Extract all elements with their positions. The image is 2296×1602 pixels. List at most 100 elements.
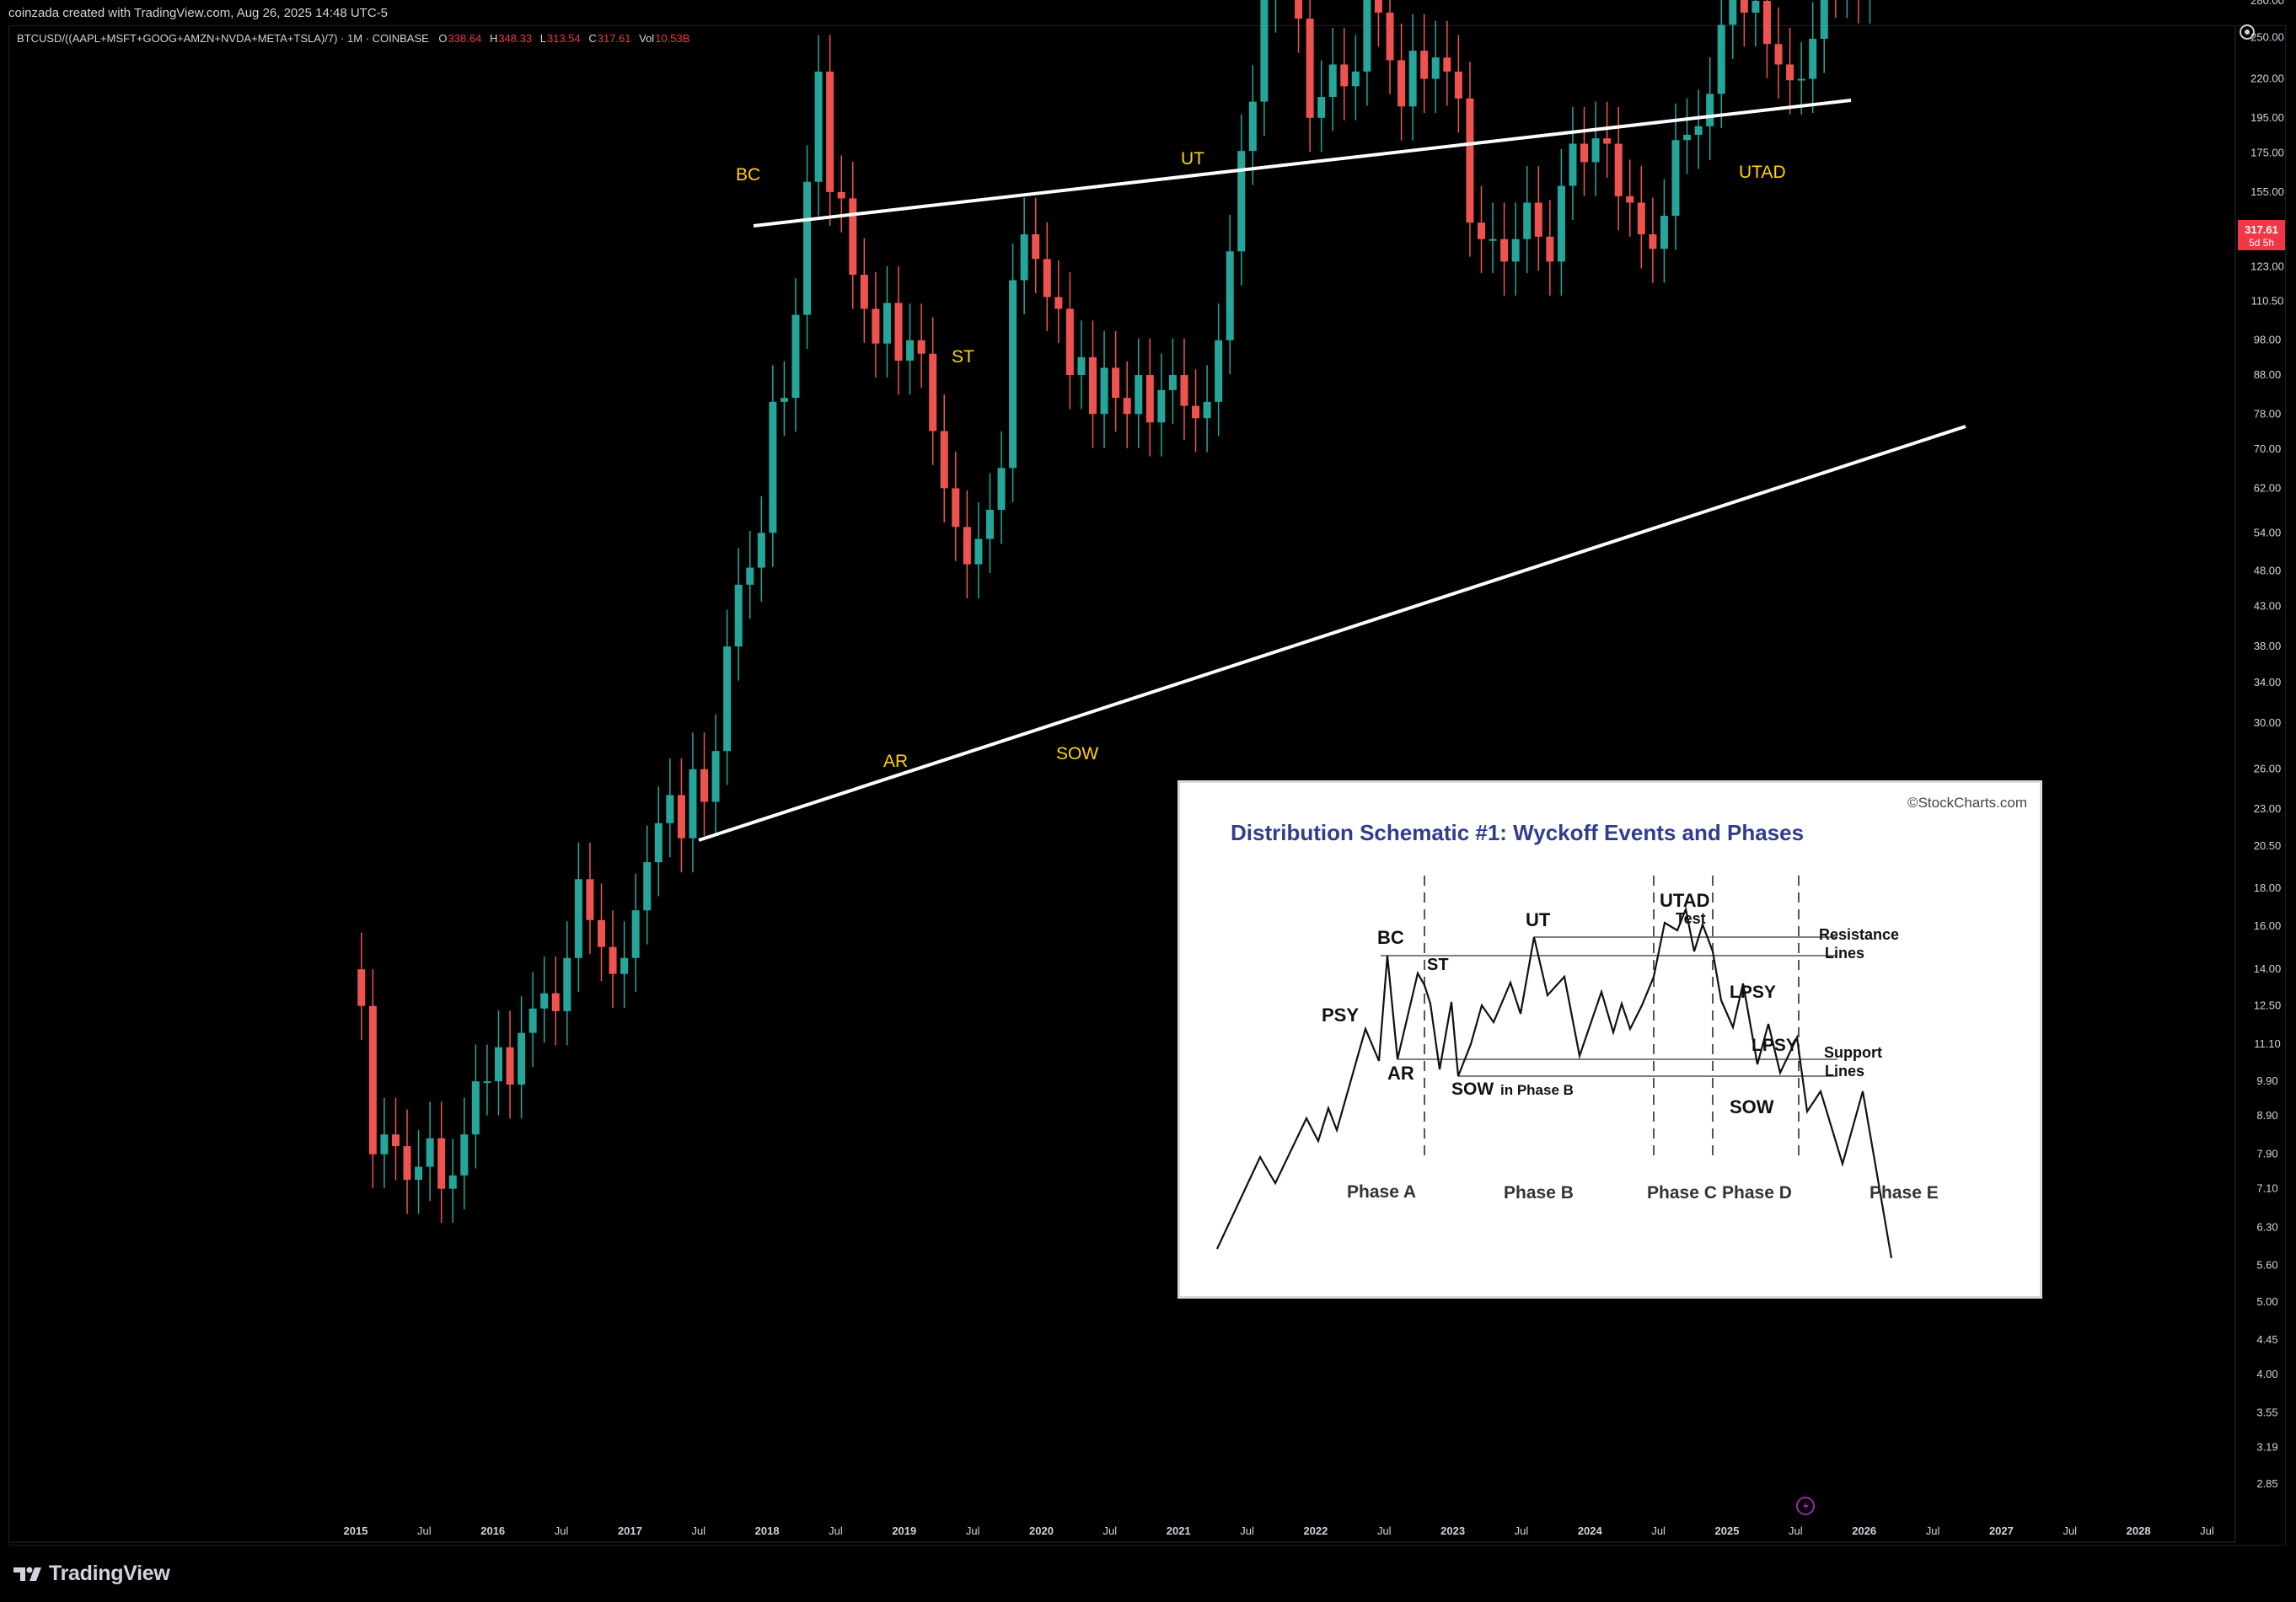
y-tick-label: 14.00 (2254, 962, 2282, 975)
low-value: 313.54 (546, 32, 581, 45)
candle-body (1454, 71, 1462, 99)
candle-body (860, 275, 868, 309)
symbol-name[interactable]: BTCUSD/((AAPL+MSFT+GOOG+AMZN+NVDA+META+T… (17, 32, 429, 45)
candle-body (1077, 356, 1086, 376)
x-tick-label: Jul (2200, 1524, 2214, 1537)
candle-body (620, 957, 629, 974)
y-tick-label: 98.00 (2254, 334, 2282, 346)
event-marker-icon[interactable] (1796, 1497, 1815, 1515)
phase-e-label: Phase E (1870, 1183, 1939, 1203)
x-tick-label: Jul (1240, 1524, 1254, 1537)
x-tick-label: Jul (1651, 1524, 1666, 1537)
y-tick-label: 11.10 (2254, 1037, 2281, 1050)
x-tick-label: 2015 (344, 1524, 368, 1537)
schematic-title: Distribution Schematic #1: Wyckoff Event… (1231, 820, 1804, 845)
label-sow-b: SOW (1451, 1080, 1494, 1099)
high-label: H (489, 32, 498, 45)
wyckoff-annotations: BC UT ST AR SOW UTAD (736, 149, 1786, 771)
candle-body (1386, 12, 1394, 61)
x-tick-label: 2019 (892, 1524, 916, 1537)
x-tick-label: 2026 (1852, 1524, 1876, 1537)
phase-c-label: Phase C (1647, 1183, 1717, 1203)
candle-body (917, 340, 925, 354)
label-ut: UT (1526, 909, 1551, 930)
candle-body (734, 584, 743, 647)
open-label: O (438, 32, 448, 45)
candle-body (1671, 140, 1680, 217)
tradingview-logo[interactable]: TradingView (12, 1562, 170, 1586)
candle-body (1534, 202, 1542, 237)
annotation-st: ST (952, 347, 974, 367)
chart-credit: coinzada created with TradingView.com, A… (8, 6, 388, 20)
volume-label: Vol (639, 32, 655, 45)
candle-body (1717, 24, 1725, 94)
candle-body (1157, 389, 1166, 423)
resistance-trendline[interactable] (753, 99, 1852, 228)
candle-body (952, 488, 960, 528)
candle-body (974, 538, 983, 565)
y-tick-label: 250.00 (2250, 31, 2284, 44)
candle-body (929, 353, 937, 431)
x-tick-label: Jul (1926, 1524, 1940, 1537)
candle-body (666, 795, 674, 823)
phase-b-label: Phase B (1504, 1183, 1574, 1203)
y-tick-label: 4.00 (2256, 1368, 2277, 1380)
candle-body (1809, 39, 1817, 79)
candle-body (368, 1005, 377, 1155)
support-trendline[interactable] (698, 425, 1966, 842)
y-tick-label: 7.90 (2256, 1148, 2277, 1160)
label-utad: UTAD (1660, 890, 1709, 911)
candle-body (1020, 234, 1028, 281)
candle-body (791, 314, 800, 399)
candle-body (1420, 51, 1429, 79)
y-tick-label: 23.00 (2254, 802, 2282, 815)
candle-body (814, 71, 823, 182)
candle-body (1089, 356, 1097, 415)
x-tick-label: Jul (1789, 1524, 1803, 1537)
candle-body (494, 1047, 502, 1082)
candle-body (882, 303, 891, 344)
tradingview-logo-icon (13, 1567, 41, 1581)
label-test: Test (1676, 910, 1706, 927)
x-tick-label: 2021 (1167, 1524, 1191, 1537)
y-tick-label: 280.00 (2250, 0, 2284, 7)
candle-body (1740, 0, 1748, 13)
candle-body (357, 969, 366, 1006)
candle-body (1614, 143, 1623, 196)
candle-body (985, 509, 994, 539)
price-tag-value: 317.61 (2245, 223, 2278, 236)
candle-body (1637, 202, 1645, 235)
candle-body (940, 431, 948, 489)
candle-body (1774, 44, 1783, 65)
candle-body (1145, 375, 1154, 423)
candle-body (711, 751, 720, 802)
candle-body (1408, 51, 1417, 107)
candle-body (391, 1134, 400, 1147)
x-tick-label: 2023 (1440, 1524, 1465, 1537)
candle-body (1546, 236, 1554, 262)
y-tick-label: 175.00 (2250, 146, 2284, 158)
settings-gear-icon[interactable] (2240, 24, 2255, 40)
x-tick-label: Jul (1515, 1524, 1529, 1537)
label-lpsy-1: LPSY (1730, 983, 1776, 1002)
candle-body (677, 795, 685, 839)
label-resistance: Resistance (1819, 926, 1899, 943)
annotation-bc: BC (736, 165, 760, 185)
y-tick-label: 5.60 (2256, 1259, 2277, 1272)
candle-body (380, 1134, 389, 1155)
candle-body (654, 822, 663, 863)
candle-body (723, 646, 732, 752)
annotation-ar: AR (883, 752, 908, 771)
candle-body (1226, 251, 1234, 340)
candle-body (1374, 0, 1382, 13)
x-tick-label: Jul (1103, 1524, 1118, 1537)
candle-body (586, 879, 594, 920)
y-tick-label: 30.00 (2254, 716, 2282, 729)
candle-body (460, 1134, 469, 1176)
candle-body (1351, 71, 1360, 87)
candle-body (1295, 0, 1303, 19)
y-tick-label: 3.55 (2256, 1406, 2277, 1419)
label-psy: PSY (1322, 1005, 1359, 1026)
candle-body (1694, 126, 1703, 136)
